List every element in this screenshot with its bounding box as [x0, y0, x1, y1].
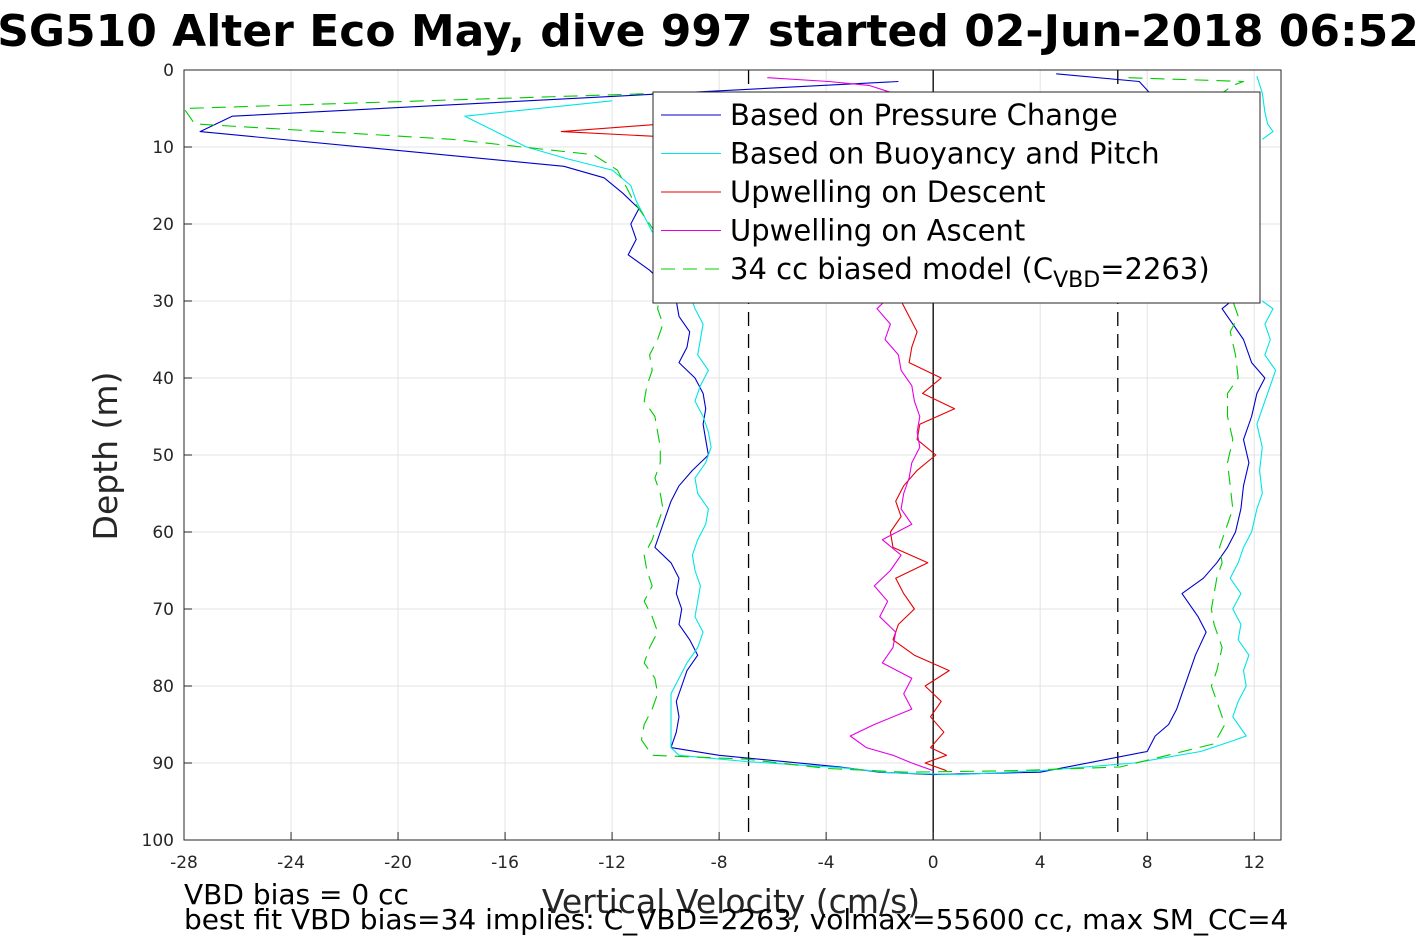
- y-tick-label: 20: [152, 215, 174, 235]
- legend-label-subscript: VBD: [1053, 268, 1100, 293]
- y-tick-label: 40: [152, 369, 174, 389]
- legend-label-main: 34 cc biased model (C: [730, 252, 1053, 286]
- y-tick-label: 50: [152, 446, 174, 466]
- annotation-vbd-bias: VBD bias = 0 cc: [184, 878, 409, 911]
- y-tick-label: 90: [152, 754, 174, 774]
- series-line-3: [560, 119, 956, 772]
- x-tick-label: -24: [277, 853, 305, 873]
- legend-label-main: Based on Buoyancy and Pitch: [730, 137, 1160, 171]
- legend: Based on Pressure Change Based on Buoyanc…: [652, 91, 1261, 304]
- y-tick-label: 10: [152, 138, 174, 158]
- legend-label: Upwelling on Descent: [730, 175, 1046, 209]
- series-line-4: [767, 77, 934, 772]
- x-tick-label: -8: [711, 853, 728, 873]
- annotation-best-fit: best fit VBD bias=34 implies: C_VBD=2263…: [184, 903, 1288, 936]
- x-tick-label: -20: [384, 853, 412, 873]
- series-line-1: [1056, 73, 1151, 94]
- chart-title: SG510 Alter Eco May, dive 997 started 02…: [0, 6, 1417, 57]
- legend-label: Based on Pressure Change: [730, 98, 1118, 132]
- y-tick-label: 100: [142, 831, 174, 851]
- series-line-2: [464, 100, 1277, 776]
- y-axis-label: Depth (m): [86, 372, 125, 541]
- x-tick-label: -4: [818, 853, 835, 873]
- legend-label-tail: =2263): [1100, 252, 1209, 286]
- axis-ticks: -28 -24 -20 -16 -12 -8 -4 0 4 8 12 0 10 20 30 40 50 60 70 8…: [142, 61, 1266, 873]
- series-line-2: [1256, 76, 1274, 140]
- x-tick-label: -28: [170, 853, 198, 873]
- legend-label: 34 cc biased model (CVBD=2263): [730, 252, 1210, 293]
- x-tick-label: 12: [1243, 853, 1265, 873]
- x-tick-label: 8: [1142, 853, 1153, 873]
- x-tick-label: -12: [598, 853, 626, 873]
- x-axis-label: Vertical Velocity (cm/s): [542, 882, 920, 921]
- y-tick-label: 0: [163, 61, 174, 81]
- y-tick-label: 30: [152, 292, 174, 312]
- x-tick-label: -16: [491, 853, 519, 873]
- legend-label-main: Upwelling on Descent: [730, 175, 1046, 209]
- y-tick-label: 60: [152, 523, 174, 543]
- legend-label-main: Upwelling on Ascent: [730, 214, 1025, 248]
- y-tick-label: 70: [152, 600, 174, 620]
- legend-label: Upwelling on Ascent: [730, 214, 1025, 248]
- legend-label: Based on Buoyancy and Pitch: [730, 137, 1160, 171]
- y-tick-label: 80: [152, 677, 174, 697]
- x-tick-label: 4: [1035, 853, 1046, 873]
- series-line-5: [183, 92, 1239, 773]
- legend-box: [652, 91, 1261, 304]
- legend-label-main: Based on Pressure Change: [730, 98, 1118, 132]
- x-tick-label: 0: [928, 853, 939, 873]
